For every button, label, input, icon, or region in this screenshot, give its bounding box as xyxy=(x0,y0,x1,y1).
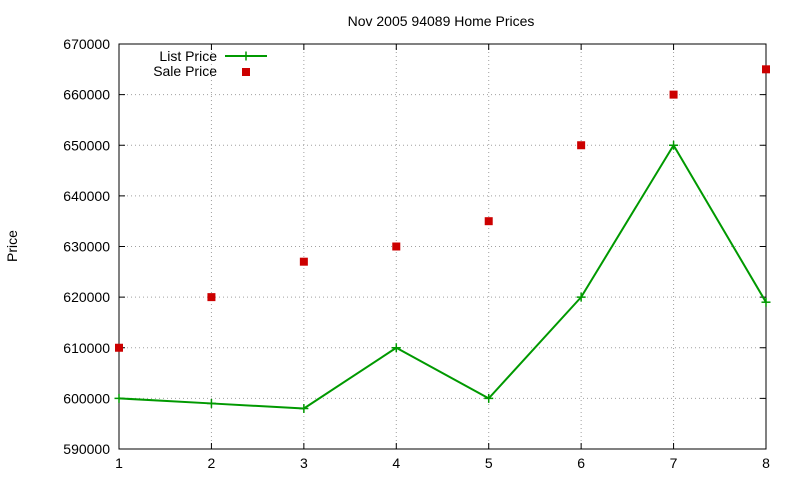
axes-layer: 590000 600000 610000 620000 630000 640000 6500… xyxy=(63,36,770,471)
data-point xyxy=(669,90,678,99)
x-tick-label: 2 xyxy=(208,455,216,471)
data-point xyxy=(299,404,309,413)
x-tick-label: 3 xyxy=(300,455,308,471)
series-0 xyxy=(114,140,771,413)
y-tick-label: 620000 xyxy=(63,289,110,305)
y-tick-label: 670000 xyxy=(63,36,110,52)
y-tick-label: 590000 xyxy=(63,441,110,457)
y-tick-label: 600000 xyxy=(63,390,110,406)
legend-marker xyxy=(242,68,250,76)
series-line xyxy=(118,144,767,410)
data-point xyxy=(115,343,123,352)
y-tick-label: 650000 xyxy=(63,137,110,153)
x-tick-label: 8 xyxy=(762,455,770,471)
y-tick-label: 610000 xyxy=(63,340,110,356)
legend-label: Sale Price xyxy=(153,63,217,79)
data-point xyxy=(206,398,216,408)
y-tick-label: 660000 xyxy=(63,87,110,103)
data-point xyxy=(114,393,124,403)
data-point xyxy=(391,343,401,353)
y-tick-label: 630000 xyxy=(63,239,110,255)
data-point xyxy=(392,242,401,251)
data-point xyxy=(484,393,494,403)
series-layer xyxy=(114,65,771,413)
series-1 xyxy=(115,65,770,352)
grid-layer xyxy=(119,44,766,449)
x-tick-label: 5 xyxy=(485,455,493,471)
data-point xyxy=(761,297,771,307)
data-point xyxy=(207,293,216,302)
y-tick-label: 640000 xyxy=(63,188,110,204)
x-tick-label: 4 xyxy=(392,455,400,471)
y-axis-label: Price xyxy=(4,230,20,262)
data-point xyxy=(577,141,586,150)
data-point xyxy=(576,292,586,302)
legend-label: List Price xyxy=(159,48,217,64)
x-tick-label: 7 xyxy=(670,455,678,471)
data-point xyxy=(484,217,493,226)
chart-title: Nov 2005 94089 Home Prices xyxy=(348,13,535,29)
data-point xyxy=(299,257,308,266)
x-tick-label: 6 xyxy=(577,455,585,471)
data-point xyxy=(762,65,770,74)
x-tick-label: 1 xyxy=(115,455,123,471)
plot-border xyxy=(118,43,767,450)
data-point xyxy=(669,140,679,150)
legend-marker xyxy=(241,51,251,61)
